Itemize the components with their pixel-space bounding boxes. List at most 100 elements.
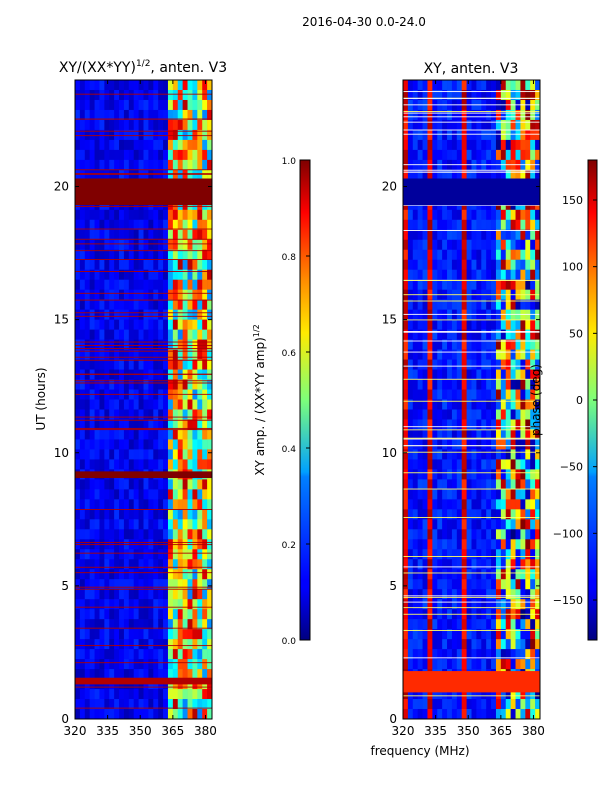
- heatmap-cell: [466, 449, 472, 460]
- heatmap-cell: [471, 349, 477, 360]
- heatmap-cell: [407, 349, 414, 360]
- heatmap-cell: [148, 239, 154, 251]
- heatmap-cell: [466, 509, 472, 520]
- heatmap-cell: [99, 619, 105, 630]
- heatmap-cell: [104, 229, 110, 241]
- heatmap-cell: [495, 249, 502, 261]
- heatmap-cell: [417, 509, 423, 520]
- heatmap-cell: [109, 169, 115, 181]
- heatmap-cell: [114, 499, 120, 510]
- heatmap-cell: [79, 139, 86, 151]
- heatmap-cell: [486, 519, 492, 530]
- heatmap-cell: [167, 119, 174, 131]
- heatmap-cell: [442, 259, 448, 270]
- heatmap-cell: [187, 609, 193, 620]
- heatmap-cell: [167, 139, 174, 151]
- heatmap-cell: [495, 499, 502, 510]
- heatmap-cell: [412, 659, 418, 670]
- heatmap-cell: [491, 80, 497, 91]
- phase-colorbar-label: phase (deg): [529, 364, 543, 436]
- heatmap-cell: [79, 249, 86, 261]
- heatmap-cell: [491, 139, 497, 151]
- heatmap-cell: [417, 359, 423, 370]
- heatmap-cell: [75, 569, 81, 580]
- heatmap-cell: [128, 569, 135, 580]
- heatmap-cell: [476, 599, 482, 610]
- heatmap-cell: [437, 359, 443, 370]
- heatmap-cell: [158, 409, 164, 420]
- heatmap-cell: [432, 589, 438, 600]
- heatmap-cell: [172, 259, 179, 270]
- heatmap-cell: [182, 699, 188, 710]
- heatmap-cell: [153, 269, 159, 280]
- heatmap-cell: [535, 569, 541, 580]
- heatmap-cell: [163, 399, 169, 410]
- heatmap-cell: [128, 439, 135, 450]
- heatmap-cell: [520, 539, 526, 550]
- heatmap-cell: [476, 549, 482, 560]
- heatmap-cell: [461, 649, 467, 660]
- heatmap-cell: [461, 519, 467, 530]
- heatmap-cell: [192, 269, 198, 280]
- heatmap-cell: [407, 379, 414, 390]
- heatmap-cell: [138, 589, 144, 600]
- heatmap-cell: [422, 499, 428, 510]
- heatmap-flag-line: [403, 437, 540, 439]
- heatmap-cell: [471, 329, 477, 340]
- heatmap-cell: [123, 259, 130, 270]
- heatmap-cell: [104, 339, 110, 350]
- heatmap-cell: [197, 299, 203, 310]
- heatmap-cell: [207, 419, 213, 430]
- heatmap-cell: [491, 419, 497, 430]
- heatmap-cell: [491, 379, 497, 390]
- heatmap-cell: [207, 249, 213, 261]
- heatmap-cell: [407, 119, 414, 131]
- heatmap-cell: [486, 229, 492, 241]
- heatmap-cell: [163, 89, 169, 101]
- heatmap-cell: [182, 649, 188, 660]
- heatmap-cell: [510, 639, 516, 650]
- heatmap-cell: [456, 109, 463, 121]
- heatmap-cell: [505, 579, 511, 590]
- heatmap-cell: [422, 589, 428, 600]
- heatmap-cell: [202, 579, 208, 590]
- heatmap-flag-line: [75, 135, 212, 137]
- heatmap-flag-line: [75, 566, 212, 568]
- heatmap-cell: [187, 649, 193, 660]
- heatmap-cell: [207, 219, 213, 231]
- heatmap-cell: [167, 299, 174, 310]
- heatmap-cell: [75, 439, 81, 450]
- heatmap-cell: [471, 209, 477, 221]
- heatmap-cell: [412, 649, 418, 660]
- heatmap-cell: [451, 439, 458, 450]
- heatmap-cell: [525, 499, 531, 510]
- heatmap-cell: [486, 139, 492, 151]
- heatmap-cell: [412, 339, 418, 350]
- heatmap-cell: [89, 619, 95, 630]
- heatmap-cell: [119, 319, 125, 330]
- heatmap-cell: [202, 239, 208, 251]
- heatmap-cell: [412, 539, 418, 550]
- heatmap-cell: [153, 89, 159, 101]
- heatmap-cell: [75, 319, 81, 330]
- heatmap-cell: [133, 439, 139, 450]
- heatmap-cell: [500, 409, 507, 420]
- heatmap-cell: [202, 549, 208, 560]
- heatmap-cell: [481, 409, 487, 420]
- heatmap-cell: [491, 569, 497, 580]
- heatmap-cell: [192, 559, 198, 570]
- heatmap-flag-line: [403, 204, 540, 206]
- heatmap-cell: [143, 669, 149, 680]
- heatmap-cell: [114, 649, 120, 660]
- heatmap-cell: [510, 709, 516, 720]
- heatmap-cell: [481, 559, 487, 570]
- heatmap-cell: [192, 349, 198, 360]
- heatmap-cell: [89, 669, 95, 680]
- heatmap-cell: [182, 289, 188, 300]
- heatmap-cell: [495, 409, 502, 420]
- heatmap-cell: [177, 159, 183, 171]
- heatmap-cell: [109, 699, 115, 710]
- heatmap-cell: [123, 399, 130, 410]
- heatmap-cell: [79, 299, 86, 310]
- heatmap-cell: [207, 619, 213, 630]
